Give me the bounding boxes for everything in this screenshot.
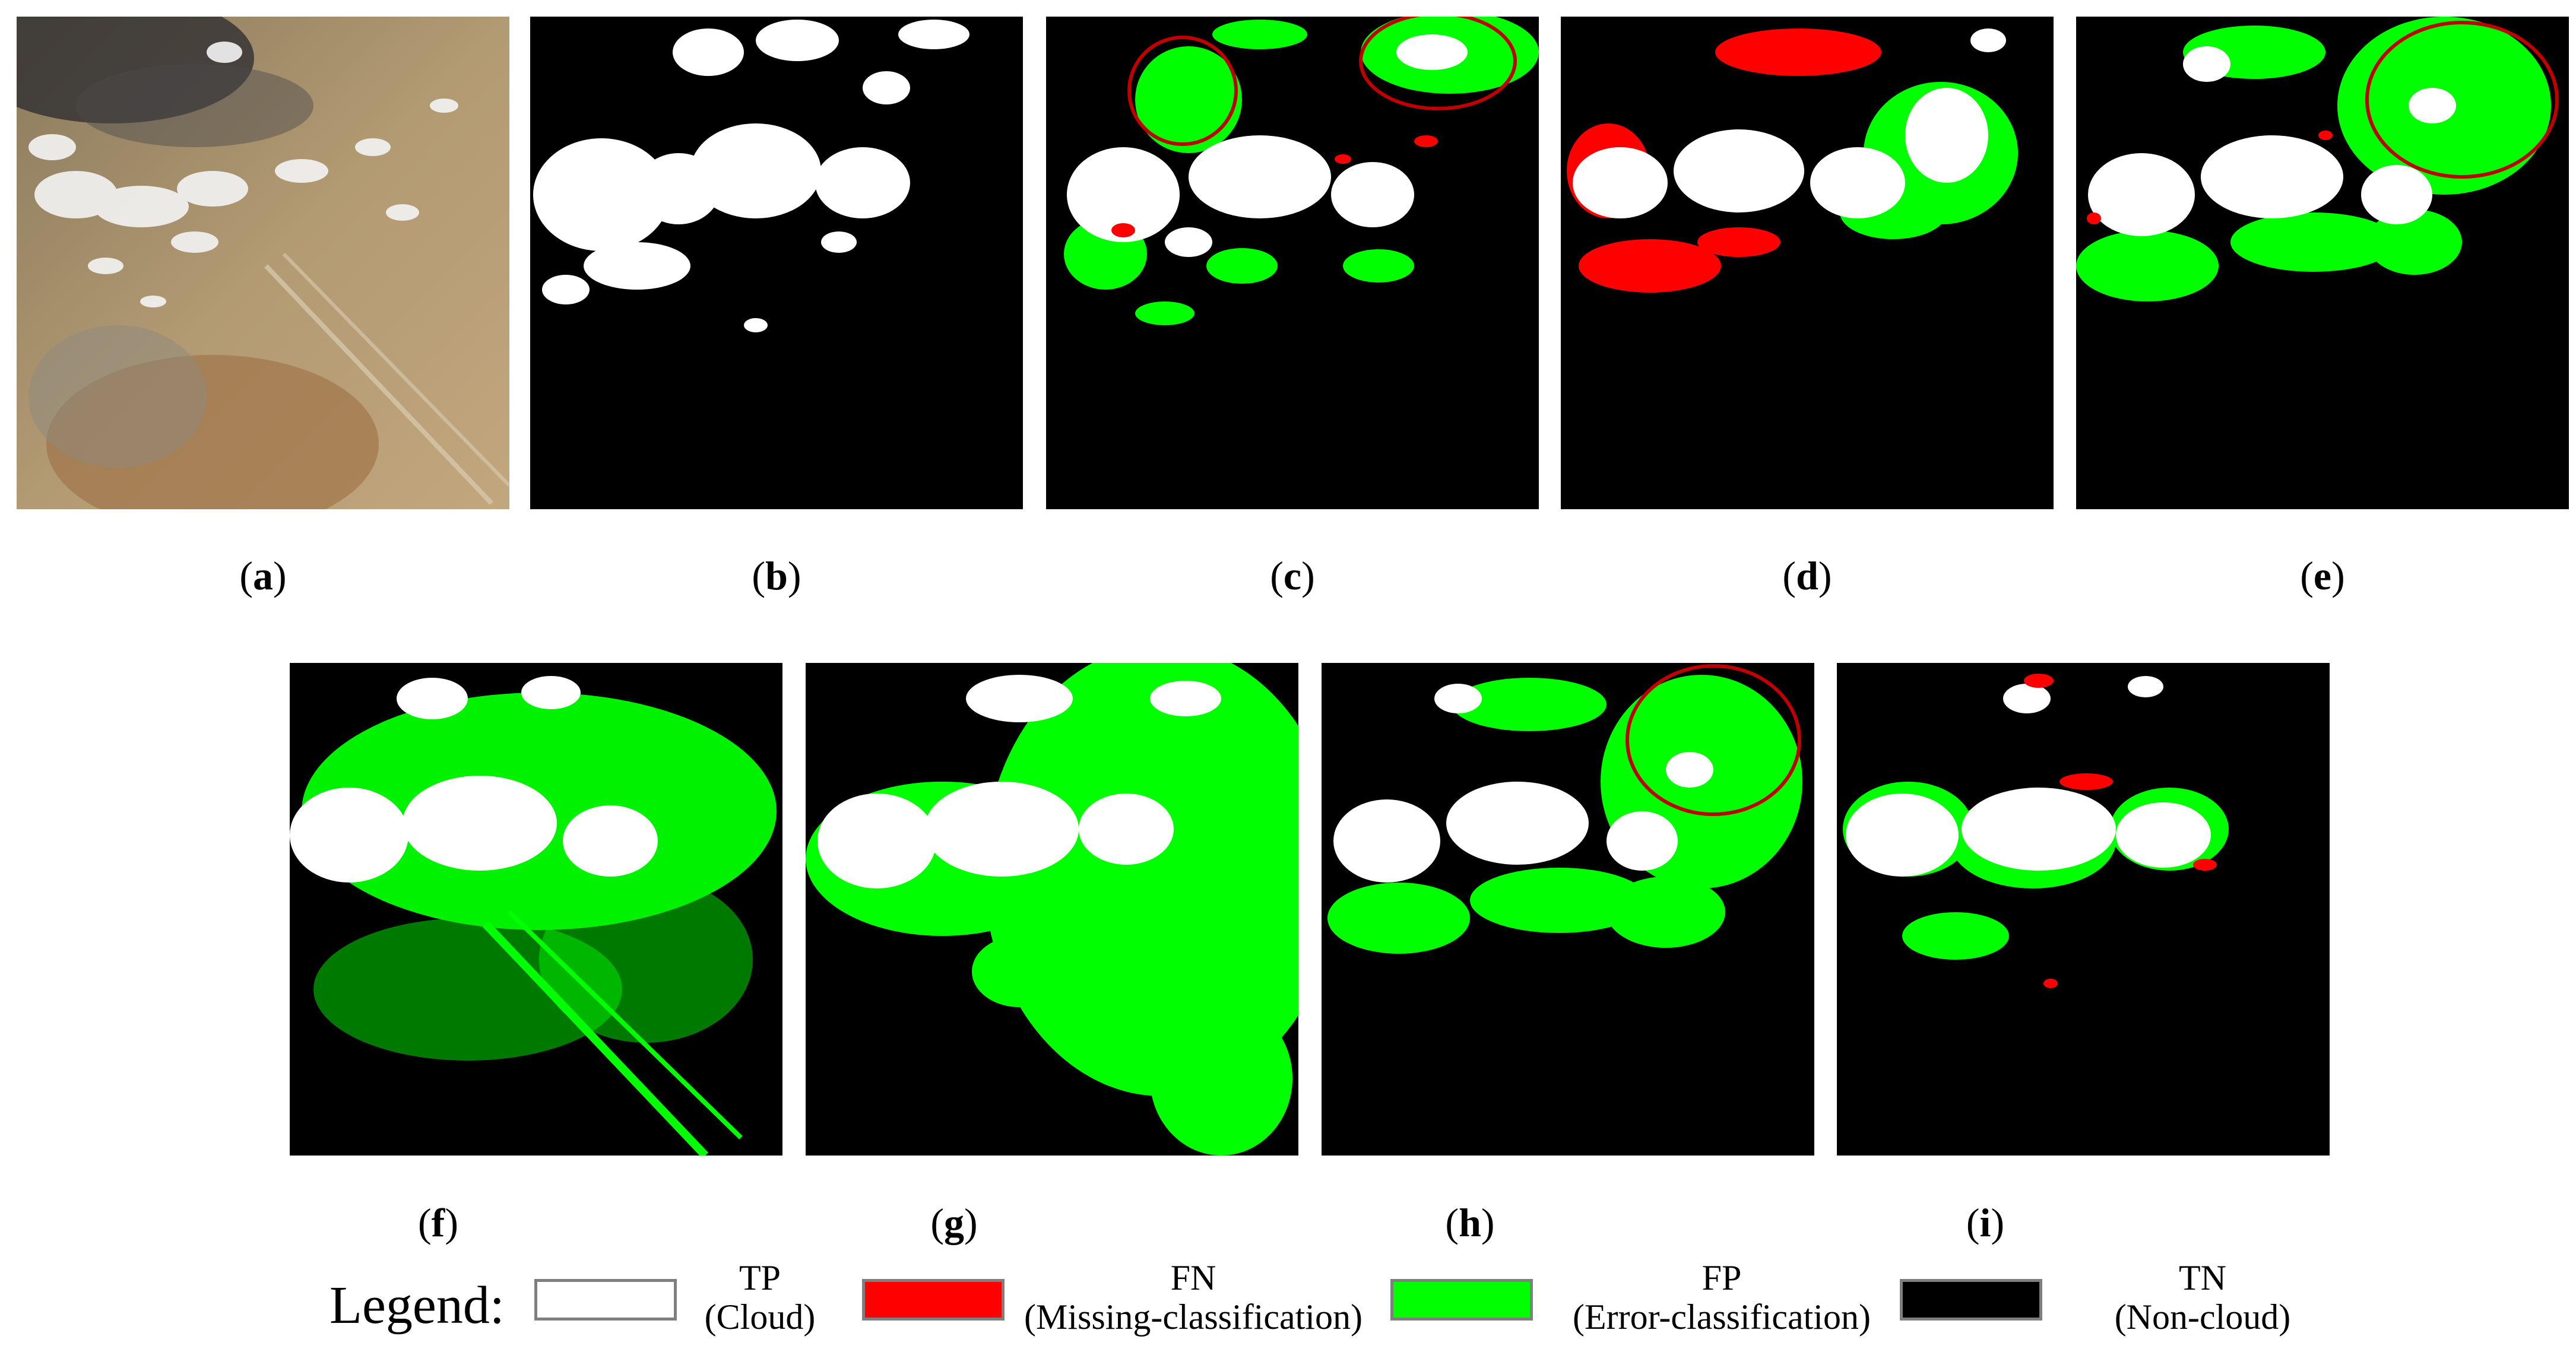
legend-desc-fn: (Missing-classification) xyxy=(1024,1297,1363,1337)
legend-label-fn: FN (Missing-classification) xyxy=(1009,1258,1377,1337)
ground-truth-mask xyxy=(530,17,1023,509)
legend-code-tp: TP xyxy=(739,1258,781,1297)
highlight-circle-4 xyxy=(1626,664,1801,816)
legend-title: Legend: xyxy=(329,1276,505,1335)
legend-label-tp: TP (Cloud) xyxy=(594,1258,926,1337)
legend-desc-fp: (Error-classification) xyxy=(1573,1297,1871,1337)
panel-f-result xyxy=(290,663,782,1156)
panel-e-result xyxy=(2076,17,2569,509)
panel-d-result xyxy=(1561,17,2054,509)
highlight-circle-2 xyxy=(1359,17,1517,110)
panel-a-rgb-image xyxy=(17,17,509,509)
highlight-circle-1 xyxy=(1127,36,1238,146)
legend-label-tn: TN (Non-cloud) xyxy=(2042,1258,2363,1337)
legend-code-fp: FP xyxy=(1702,1258,1742,1297)
classification-map-d xyxy=(1561,17,2054,509)
legend-code-fn: FN xyxy=(1170,1258,1216,1297)
panel-g-result xyxy=(806,663,1298,1156)
classification-map-h xyxy=(1322,663,1814,1156)
caption-a: (a) xyxy=(239,553,287,598)
caption-e: (e) xyxy=(2300,553,2345,598)
caption-g: (g) xyxy=(930,1200,978,1245)
caption-c: (c) xyxy=(1270,553,1315,598)
classification-map-g xyxy=(806,663,1298,1156)
panel-c-result xyxy=(1046,17,1539,509)
legend-swatch-fn xyxy=(862,1279,1005,1321)
caption-h: (h) xyxy=(1445,1200,1495,1245)
panel-h-result xyxy=(1322,663,1814,1156)
panel-i-result xyxy=(1837,663,2330,1156)
classification-map-f xyxy=(290,663,782,1156)
legend-label-fp: FP (Error-classification) xyxy=(1538,1258,1906,1337)
classification-map-c xyxy=(1046,17,1539,509)
classification-map-i xyxy=(1837,663,2330,1156)
legend-desc-tn: (Non-cloud) xyxy=(2114,1297,2291,1337)
panel-b-ground-truth xyxy=(530,17,1023,509)
classification-map-e xyxy=(2076,17,2569,509)
caption-b: (b) xyxy=(752,553,801,598)
caption-f: (f) xyxy=(418,1200,458,1245)
caption-d: (d) xyxy=(1782,553,1832,598)
caption-i: (i) xyxy=(1966,1200,2005,1245)
rgb-scene xyxy=(17,17,509,509)
legend-code-tn: TN xyxy=(2179,1258,2226,1297)
legend-desc-tp: (Cloud) xyxy=(704,1297,816,1337)
legend-swatch-tp xyxy=(534,1279,677,1321)
legend-swatch-fp xyxy=(1390,1279,1533,1321)
legend-swatch-tn xyxy=(1900,1279,2042,1321)
highlight-circle-3 xyxy=(2365,21,2559,179)
